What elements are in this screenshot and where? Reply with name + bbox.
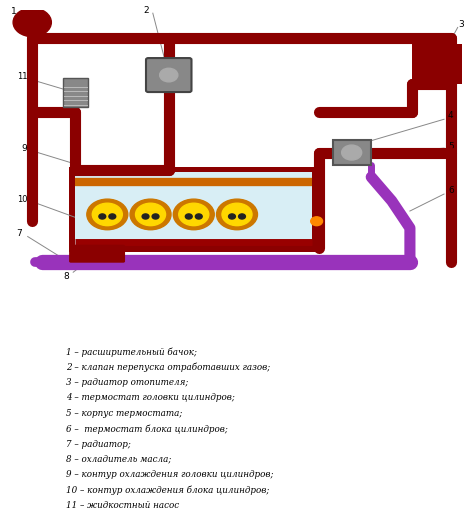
Text: 3 – радиатор отопителя;: 3 – радиатор отопителя; (66, 378, 189, 387)
Bar (333, 140, 371, 165)
Circle shape (152, 214, 159, 219)
Circle shape (185, 214, 192, 219)
Text: 9: 9 (22, 144, 27, 153)
Bar (63, 78, 88, 107)
Circle shape (87, 199, 128, 230)
Circle shape (217, 199, 257, 230)
Circle shape (173, 199, 214, 230)
Circle shape (92, 203, 122, 225)
Text: 4 – термостат головки цилиндров;: 4 – термостат головки цилиндров; (66, 393, 235, 402)
Bar (75, 172, 312, 247)
Text: 7 – радиатор;: 7 – радиатор; (66, 439, 131, 449)
Circle shape (13, 8, 51, 37)
Circle shape (136, 203, 165, 225)
Text: 8 – охладитель масла;: 8 – охладитель масла; (66, 455, 172, 464)
Text: 6 –  термостат блока цилиндров;: 6 – термостат блока цилиндров; (66, 424, 228, 434)
Circle shape (311, 217, 322, 225)
Circle shape (179, 203, 209, 225)
Text: 2 – клапан перепуска отработавших газов;: 2 – клапан перепуска отработавших газов; (66, 362, 271, 372)
Circle shape (109, 214, 116, 219)
Circle shape (99, 214, 106, 219)
Text: 10: 10 (17, 195, 27, 203)
Text: 2: 2 (143, 6, 149, 15)
Text: 6: 6 (448, 186, 454, 195)
Circle shape (342, 145, 362, 160)
Text: 11: 11 (17, 72, 27, 81)
Text: 3: 3 (458, 19, 464, 29)
Text: 8: 8 (64, 272, 69, 281)
Circle shape (195, 214, 202, 219)
Text: 1: 1 (11, 7, 17, 16)
Circle shape (222, 203, 252, 225)
Circle shape (130, 199, 171, 230)
Text: 9 – контур охлаждения головки цилиндров;: 9 – контур охлаждения головки цилиндров; (66, 470, 274, 479)
FancyBboxPatch shape (69, 245, 125, 263)
Text: 4: 4 (448, 111, 454, 120)
Bar (69, 167, 319, 252)
Text: 7: 7 (17, 229, 22, 237)
FancyBboxPatch shape (146, 58, 191, 92)
Bar (412, 44, 462, 84)
Circle shape (228, 214, 236, 219)
Text: 11 – жидкостный насос: 11 – жидкостный насос (66, 501, 180, 510)
Text: 1 – расширительный бачок;: 1 – расширительный бачок; (66, 347, 197, 357)
Circle shape (142, 214, 149, 219)
Text: 10 – контур охлаждения блока цилиндров;: 10 – контур охлаждения блока цилиндров; (66, 486, 270, 495)
Circle shape (160, 69, 178, 82)
Circle shape (238, 214, 246, 219)
Text: 5 – корпус термостата;: 5 – корпус термостата; (66, 409, 183, 418)
Text: 5: 5 (448, 142, 454, 151)
